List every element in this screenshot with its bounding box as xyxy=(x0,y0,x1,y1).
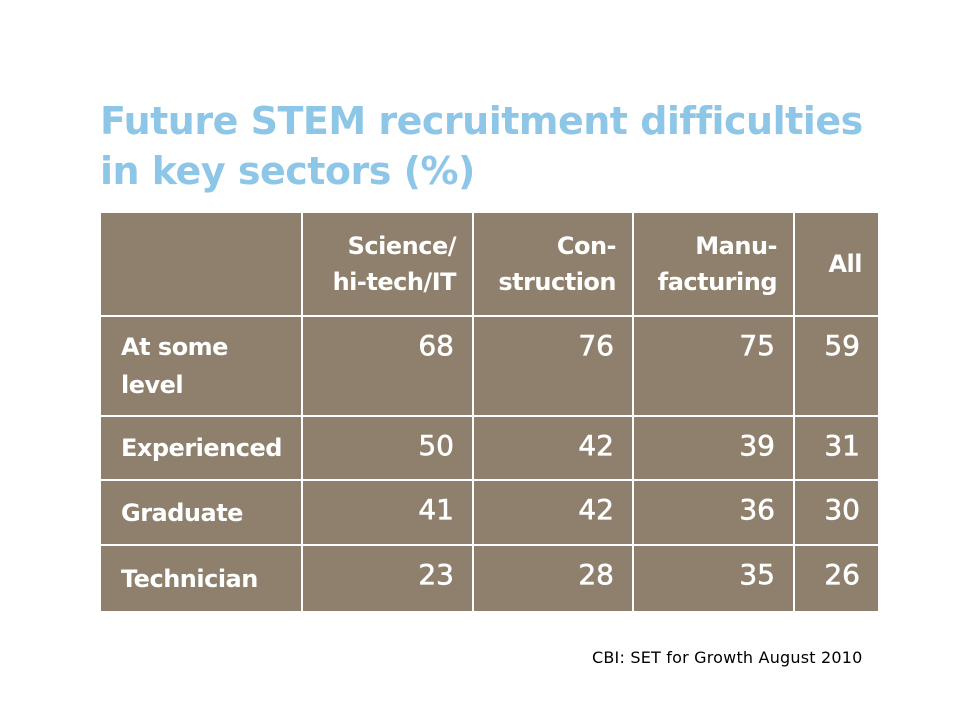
table-cell-value: 23 xyxy=(301,544,474,611)
row-label-at-some-level: At some level xyxy=(101,315,303,417)
table-cell-value: 30 xyxy=(793,479,878,546)
row-label-line-1: At some xyxy=(121,333,228,361)
table-cell-value: 42 xyxy=(472,479,634,546)
table-cell-value: 68 xyxy=(301,315,474,417)
table-row: Technician 23 28 35 26 xyxy=(101,544,878,611)
table-cell-value: 35 xyxy=(632,544,795,611)
table-cell-value: 28 xyxy=(472,544,634,611)
row-label-line-1: Experienced xyxy=(121,434,282,462)
row-label-line-1: Technician xyxy=(121,564,258,593)
row-label-line-2: level xyxy=(121,371,184,399)
table-row: Graduate 41 42 36 30 xyxy=(101,479,878,546)
column-header-manufacturing: Manu- facturing xyxy=(632,213,795,317)
table-header-row: Science/ hi-tech/IT Con- struction Manu-… xyxy=(101,213,878,317)
table-row: At some level 68 76 75 59 xyxy=(101,315,878,417)
table-cell-value: 36 xyxy=(632,479,795,546)
table-cell-value: 42 xyxy=(472,415,634,481)
column-header-line-1: Manu- xyxy=(695,232,777,260)
column-header-construction: Con- struction xyxy=(472,213,634,317)
table-row: Experienced 50 42 39 31 xyxy=(101,415,878,481)
table-cell-value: 41 xyxy=(301,479,474,546)
data-table: Science/ hi-tech/IT Con- struction Manu-… xyxy=(101,213,878,611)
table-cell-value: 75 xyxy=(632,315,795,417)
chart-title-line-2: in key sectors (%) xyxy=(100,149,475,193)
table-cell-value: 50 xyxy=(301,415,474,481)
row-label-technician: Technician xyxy=(101,544,303,611)
column-header-line-2: All xyxy=(828,250,862,278)
data-table-container: Science/ hi-tech/IT Con- struction Manu-… xyxy=(101,213,878,611)
column-header-line-1: Con- xyxy=(556,232,617,260)
table-cell-value: 31 xyxy=(793,415,878,481)
chart-title-line-1: Future STEM recruitment difficulties xyxy=(100,99,863,143)
column-header-line-2: struction xyxy=(498,268,616,296)
row-label-graduate: Graduate xyxy=(101,479,303,546)
column-header-line-2: hi-tech/IT xyxy=(332,268,457,296)
row-label-experienced: Experienced xyxy=(101,415,303,481)
source-caption: CBI: SET for Growth August 2010 xyxy=(592,648,863,667)
chart-title: Future STEM recruitment difficulties in … xyxy=(100,96,900,196)
column-header-line-2: facturing xyxy=(657,268,778,296)
column-header-all: All xyxy=(793,213,878,317)
column-header-line-1: Science/ xyxy=(347,232,457,260)
table-cell-value: 39 xyxy=(632,415,795,481)
row-label-line-1: Graduate xyxy=(121,498,243,527)
header-corner-cell xyxy=(101,213,303,317)
table-cell-value: 76 xyxy=(472,315,634,417)
column-header-science: Science/ hi-tech/IT xyxy=(301,213,474,317)
table-cell-value: 26 xyxy=(793,544,878,611)
table-cell-value: 59 xyxy=(793,315,878,417)
